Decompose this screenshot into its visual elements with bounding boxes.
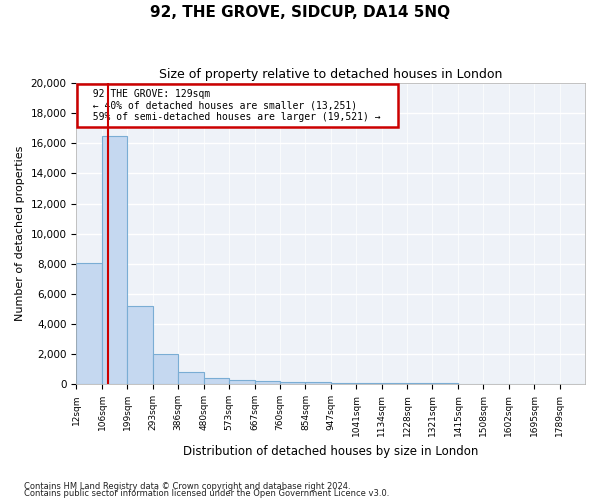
Y-axis label: Number of detached properties: Number of detached properties — [15, 146, 25, 322]
Text: Contains HM Land Registry data © Crown copyright and database right 2024.: Contains HM Land Registry data © Crown c… — [24, 482, 350, 491]
Bar — [382, 383, 407, 384]
Bar — [203, 378, 229, 384]
Bar — [76, 263, 102, 384]
Bar — [229, 380, 254, 384]
Bar — [280, 382, 305, 384]
Bar — [305, 382, 331, 384]
Title: Size of property relative to detached houses in London: Size of property relative to detached ho… — [159, 68, 502, 80]
Bar — [331, 382, 356, 384]
Bar — [127, 306, 153, 384]
Bar — [254, 382, 280, 384]
Text: 92, THE GROVE, SIDCUP, DA14 5NQ: 92, THE GROVE, SIDCUP, DA14 5NQ — [150, 5, 450, 20]
Bar — [356, 383, 382, 384]
Bar — [153, 354, 178, 384]
X-axis label: Distribution of detached houses by size in London: Distribution of detached houses by size … — [183, 444, 478, 458]
Text: Contains public sector information licensed under the Open Government Licence v3: Contains public sector information licen… — [24, 489, 389, 498]
Text: 92 THE GROVE: 129sqm
  ← 40% of detached houses are smaller (13,251)
  59% of se: 92 THE GROVE: 129sqm ← 40% of detached h… — [82, 89, 393, 122]
Bar — [102, 136, 127, 384]
Bar — [178, 372, 203, 384]
